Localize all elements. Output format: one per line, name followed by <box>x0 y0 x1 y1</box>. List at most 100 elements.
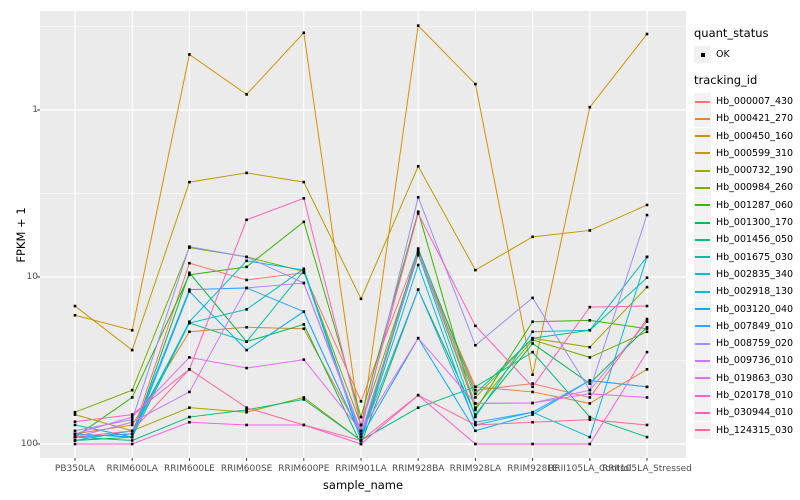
data-point <box>188 180 191 184</box>
data-point <box>588 415 592 419</box>
legend-line-swatch <box>694 144 711 162</box>
legend-item-Hb_000421_270: Hb_000421_270 <box>694 110 800 128</box>
legend-item-label: Hb_002835_340 <box>716 268 794 280</box>
data-point <box>188 368 191 371</box>
black-square-point-icon <box>700 52 705 57</box>
data-point <box>188 53 191 56</box>
data-point <box>188 271 191 275</box>
data-point <box>359 442 363 446</box>
legend-item-label: Hb_000984_260 <box>716 182 794 194</box>
data-point <box>588 382 592 385</box>
data-point <box>302 267 306 271</box>
data-point <box>245 308 248 311</box>
data-point <box>73 435 77 439</box>
data-point <box>474 415 477 419</box>
data-point <box>474 413 477 416</box>
data-point <box>588 356 592 359</box>
data-point <box>302 196 306 200</box>
data-point <box>474 423 477 427</box>
data-point <box>416 212 420 215</box>
data-point <box>245 423 248 427</box>
data-point <box>73 423 77 427</box>
legend-line-icon <box>695 256 710 259</box>
data-point <box>302 327 306 331</box>
data-point <box>531 342 534 345</box>
ok-point-swatch <box>694 46 711 63</box>
data-point <box>359 435 363 439</box>
data-point <box>474 406 477 409</box>
data-point <box>531 330 534 334</box>
legend-line-swatch <box>694 214 711 232</box>
data-point <box>474 324 477 328</box>
data-point <box>188 330 191 334</box>
data-point <box>188 356 191 359</box>
legend-item-Hb_001675_030: Hb_001675_030 <box>694 248 800 266</box>
data-point <box>416 288 420 291</box>
data-point <box>73 439 77 442</box>
data-point <box>359 429 363 433</box>
data-point <box>588 418 592 421</box>
data-point <box>416 253 420 257</box>
data-point <box>645 213 649 217</box>
data-point <box>416 251 420 254</box>
legend-item-Hb_000007_430: Hb_000007_430 <box>694 93 800 110</box>
data-point <box>302 268 306 272</box>
legend-line-swatch <box>694 248 711 266</box>
data-point <box>531 350 534 354</box>
legend-line-swatch <box>694 387 711 405</box>
data-point <box>73 313 77 317</box>
data-point <box>359 432 363 436</box>
data-point <box>588 105 592 109</box>
data-point <box>130 396 134 399</box>
data-point <box>531 336 534 340</box>
legend-line-swatch <box>694 283 711 301</box>
legend-item-Hb_002918_130: Hb_002918_130 <box>694 283 800 301</box>
data-point <box>416 210 420 214</box>
quant-status-item-label: OK <box>716 49 730 60</box>
data-point <box>474 429 477 433</box>
legend-line-icon <box>695 273 710 276</box>
data-point <box>245 218 248 222</box>
legend-item-label: Hb_000450_160 <box>716 130 794 142</box>
legend-line-icon <box>695 290 710 293</box>
data-point <box>130 418 134 421</box>
legend-item-label: Hb_003120_040 <box>716 303 794 315</box>
data-point <box>245 286 248 290</box>
legend-line-icon <box>695 308 710 311</box>
legend-line-icon <box>695 342 710 345</box>
data-point <box>588 305 592 309</box>
data-point <box>588 392 592 396</box>
data-point <box>474 442 477 446</box>
data-point <box>416 406 420 409</box>
data-point <box>531 442 534 446</box>
legend-item-label: Hb_007849_010 <box>716 320 794 332</box>
data-point <box>531 390 534 394</box>
data-point <box>73 413 77 416</box>
x-tick-label-RRIM600PE: RRIM600PE <box>278 464 330 474</box>
data-point <box>588 328 592 332</box>
legend-line-icon <box>695 204 710 207</box>
data-point <box>588 396 592 399</box>
data-point <box>302 271 306 275</box>
data-point <box>645 423 649 427</box>
data-point <box>73 429 77 433</box>
legend-item-Hb_008759_020: Hb_008759_020 <box>694 335 800 353</box>
data-point <box>245 265 248 269</box>
legend-line-icon <box>695 169 710 172</box>
data-point <box>588 442 592 446</box>
data-point <box>245 93 248 96</box>
data-point <box>416 24 420 27</box>
data-point <box>645 32 649 36</box>
legend-line-icon <box>695 238 710 241</box>
data-point <box>188 390 191 394</box>
data-point <box>302 310 306 313</box>
tracking-id-legend: tracking_id Hb_000007_430 Hb_000421_270 Hb… <box>694 73 800 439</box>
data-point <box>130 435 134 439</box>
legend-item-Hb_000599_310: Hb_000599_310 <box>694 144 800 162</box>
data-point <box>245 255 248 259</box>
data-point <box>588 345 592 349</box>
legend-item-label: Hb_001300_170 <box>716 217 794 229</box>
data-point <box>188 273 191 277</box>
